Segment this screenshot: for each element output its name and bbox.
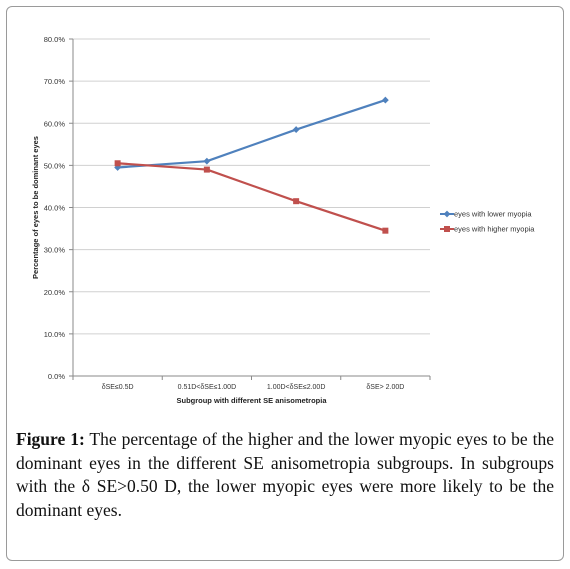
legend-marker: [444, 226, 450, 232]
y-tick-label: 60.0%: [44, 119, 66, 128]
x-axis-title: Subgroup with different SE anisometropia: [176, 396, 327, 405]
x-tick-label: 1.00D<δSE≤2.00D: [267, 384, 326, 391]
legend-label: eyes with lower myopia: [454, 210, 532, 219]
y-tick-label: 20.0%: [44, 288, 66, 297]
y-tick-label: 30.0%: [44, 246, 66, 255]
data-point: [114, 160, 121, 167]
line-chart: 0.0% 10.0% 20.0% 30.0% 40.0% 50.0% 60.0% 70.0% 8…: [31, 35, 535, 405]
data-point: [203, 166, 210, 173]
y-tick-label: 10.0%: [44, 330, 66, 339]
figure-caption: Figure 1: The percentage of the higher a…: [16, 428, 554, 522]
x-tick-label: 0.51D<δSE≤1.00D: [178, 384, 237, 391]
data-point: [381, 96, 389, 104]
y-tick-label: 50.0%: [44, 161, 66, 170]
x-tick-label: δSE> 2.00D: [366, 384, 404, 391]
data-point: [293, 198, 300, 205]
legend-marker: [443, 210, 451, 218]
series-line-2: [117, 162, 386, 232]
data-point: [382, 227, 389, 234]
figure-frame: [6, 6, 564, 561]
legend-label: eyes with higher myopia: [454, 225, 535, 234]
x-tick-label: δSE≤0.5D: [102, 384, 134, 391]
y-axis-title: Percentage of eyes to be dominant eyes: [31, 136, 40, 279]
y-tick-label: 70.0%: [44, 77, 66, 86]
data-point: [292, 126, 300, 133]
y-tick-label: 0.0%: [48, 372, 65, 381]
data-point: [203, 157, 211, 165]
y-tick-label: 80.0%: [44, 35, 66, 44]
caption-text: The percentage of the higher and the low…: [16, 429, 554, 520]
y-tick-label: 40.0%: [44, 204, 66, 213]
caption-label: Figure 1:: [16, 429, 85, 449]
series-line-1: [117, 99, 386, 169]
